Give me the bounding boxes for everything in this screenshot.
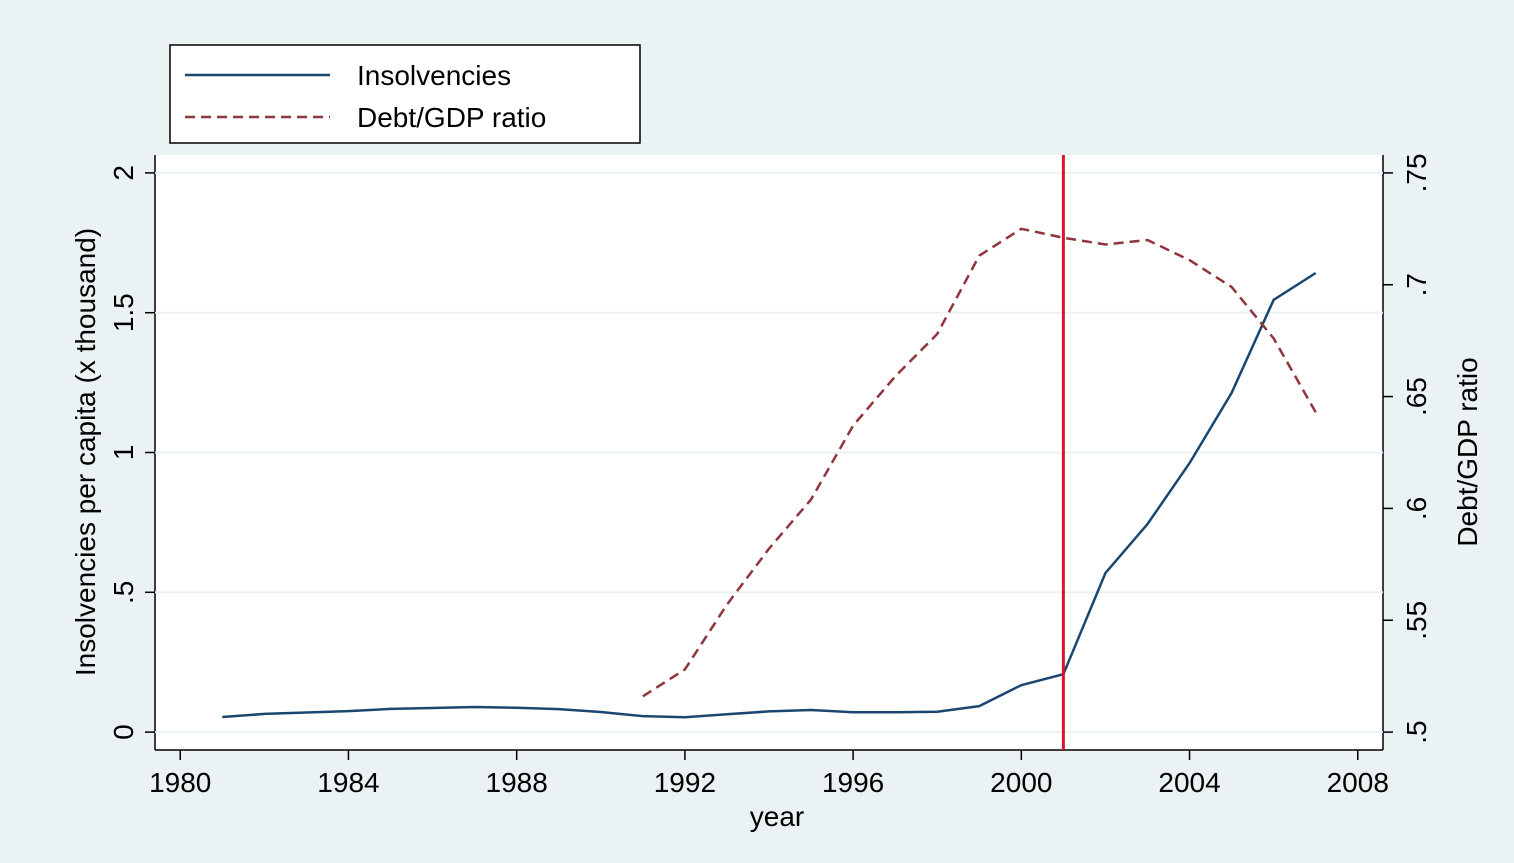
y2-tick-label: .65 [1401, 377, 1432, 416]
x-tick-label: 1992 [654, 767, 716, 798]
series-line [642, 227, 1317, 698]
x-tick-label: 1984 [317, 767, 379, 798]
y-tick-label: 2 [108, 165, 139, 181]
y2-axis-label: Debt/GDP ratio [1452, 357, 1483, 546]
x-tick-label: 1980 [149, 767, 211, 798]
y2-tick-label: .75 [1401, 153, 1432, 192]
x-axis-label: year [750, 801, 804, 832]
y2-tick-label: .55 [1401, 601, 1432, 640]
x-tick-label: 2000 [990, 767, 1052, 798]
legend-label: Insolvencies [357, 60, 511, 91]
y-tick-label: 1 [108, 445, 139, 461]
y2-tick-label: .5 [1401, 720, 1432, 743]
x-tick-label: 1988 [486, 767, 548, 798]
y-tick-label: 1.5 [108, 293, 139, 332]
y2-tick-label: .7 [1401, 273, 1432, 296]
x-tick-label: 2004 [1158, 767, 1220, 798]
y-tick-label: 0 [108, 724, 139, 740]
y-tick-label: .5 [108, 581, 139, 604]
x-tick-label: 2008 [1327, 767, 1389, 798]
y-axis-label: Insolvencies per capita (x thousand) [70, 228, 101, 676]
x-tick-label: 1996 [822, 767, 884, 798]
y2-tick-label: .6 [1401, 497, 1432, 520]
legend-label: Debt/GDP ratio [357, 102, 546, 133]
series-line [222, 271, 1317, 719]
legend-box [169, 44, 641, 144]
